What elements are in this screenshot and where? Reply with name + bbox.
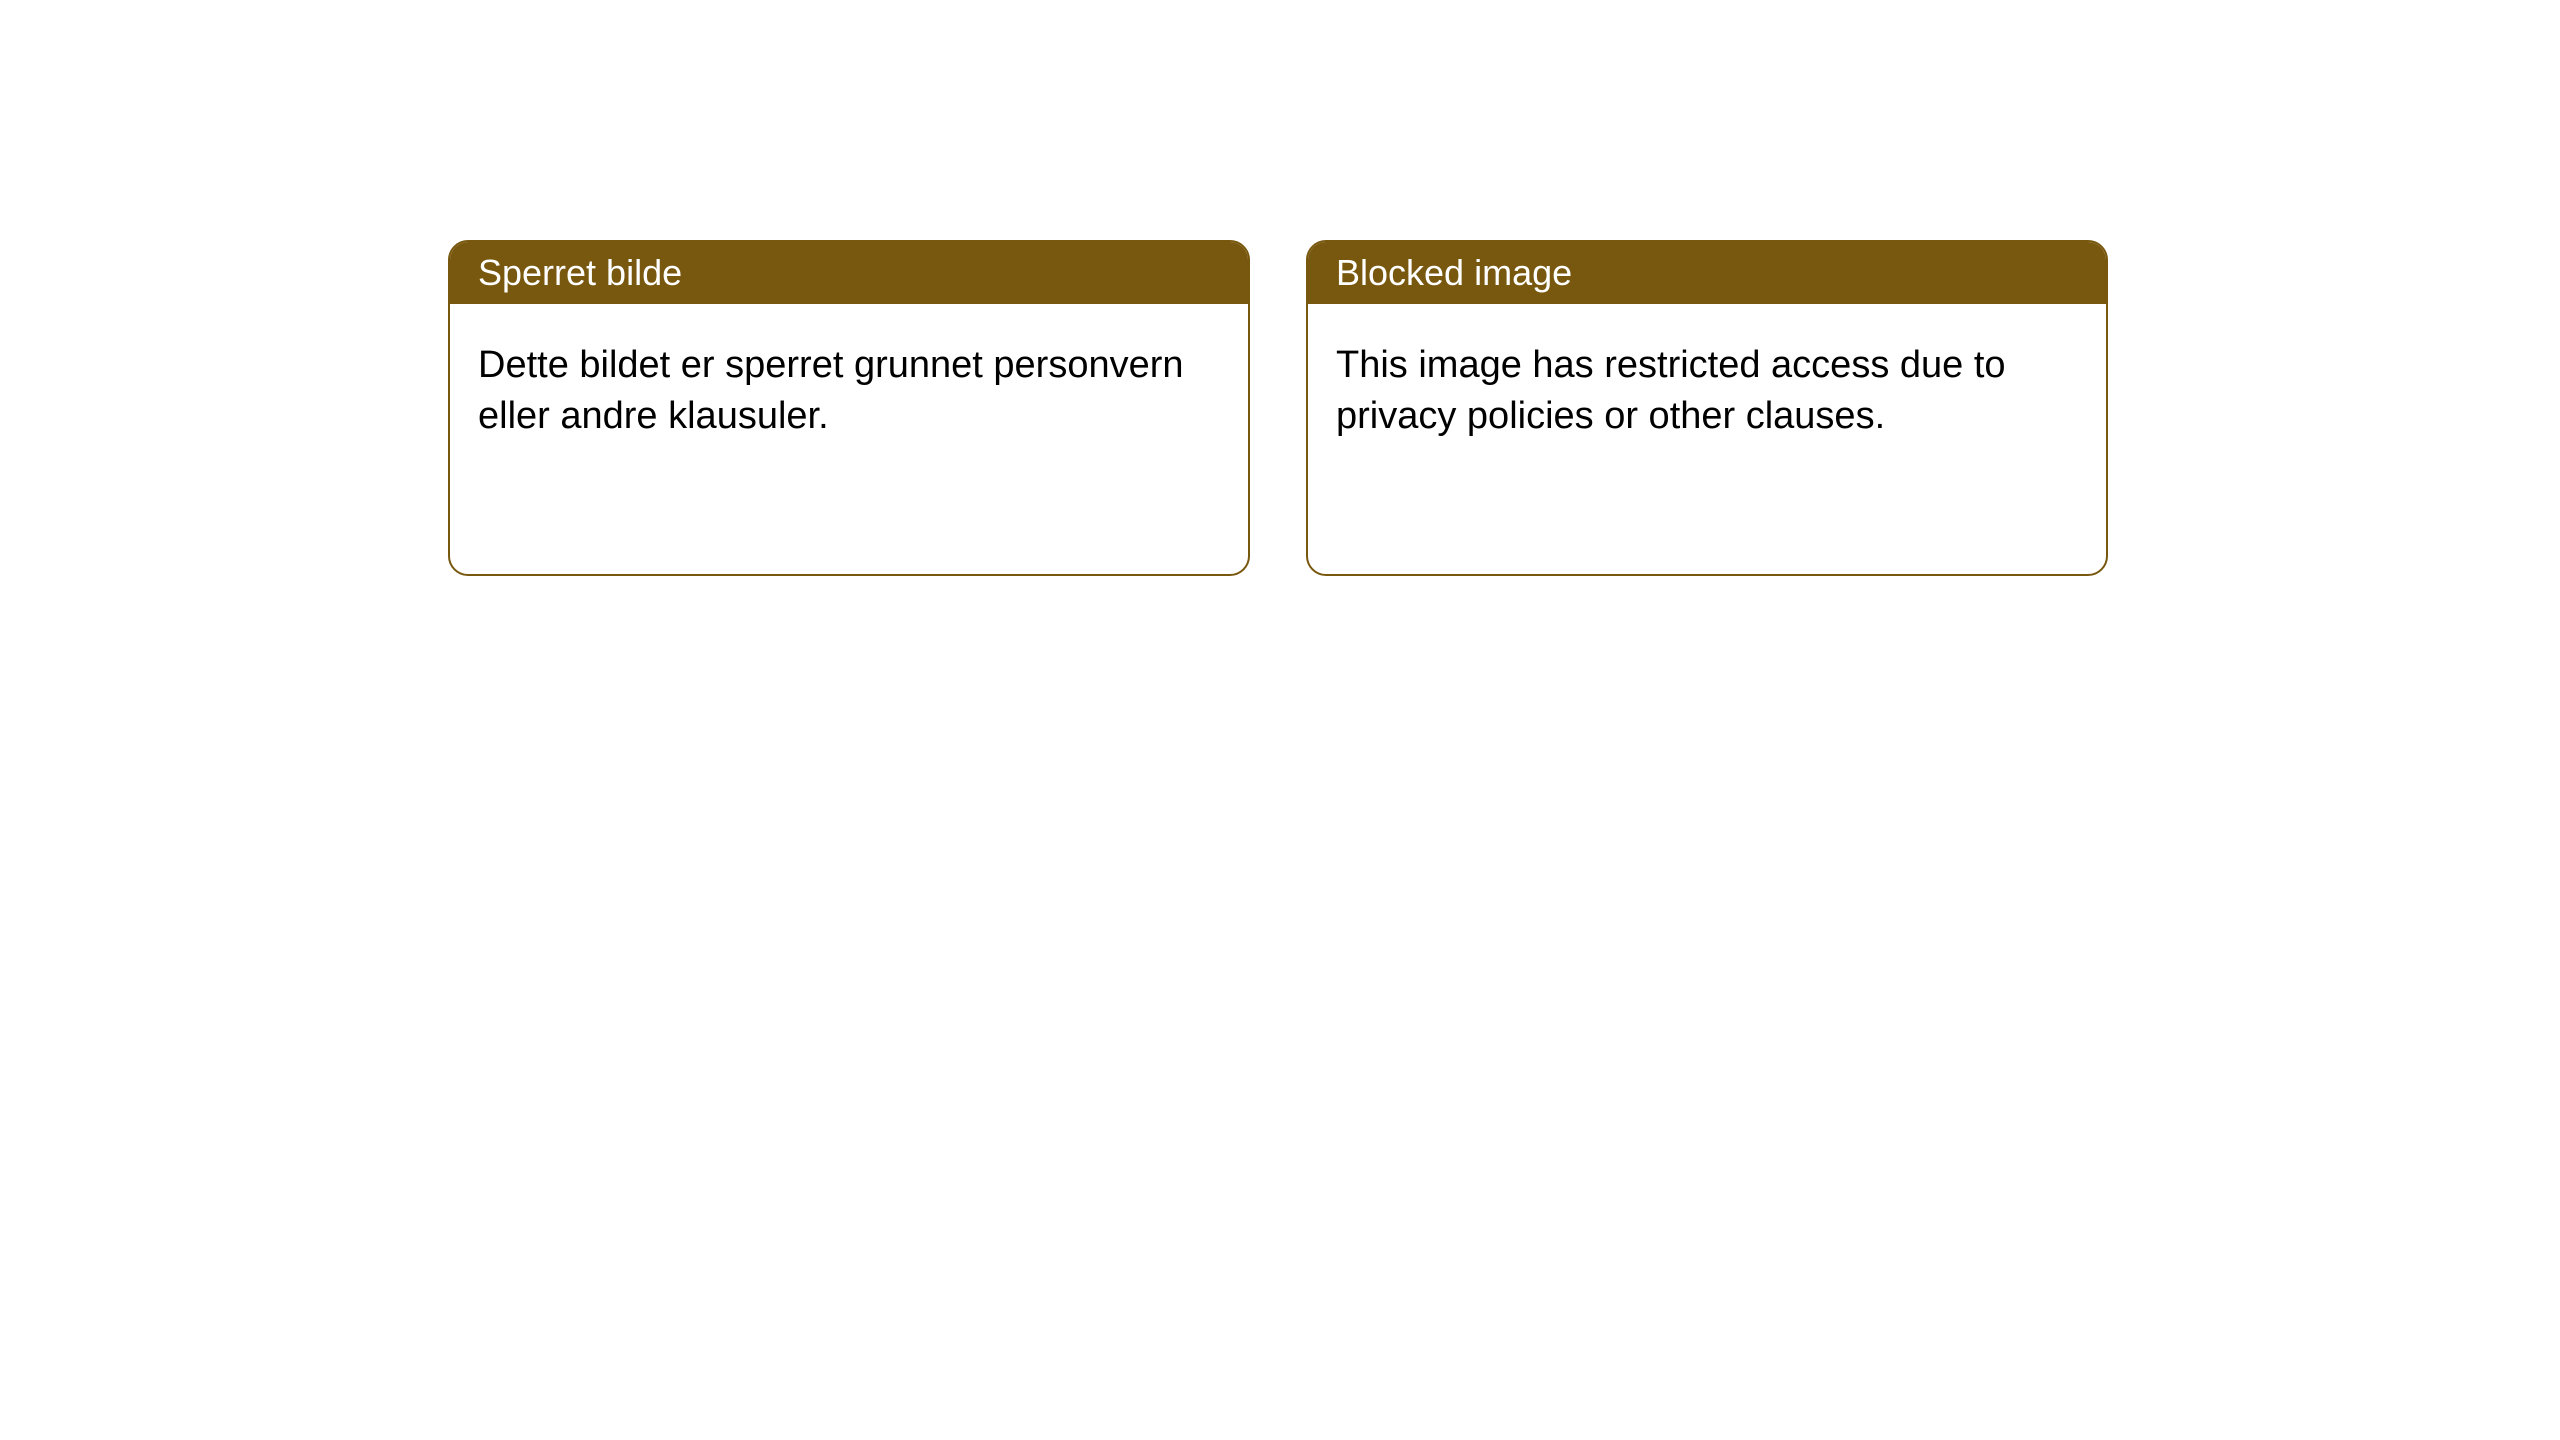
card-body-en: This image has restricted access due to … [1308, 304, 2106, 574]
blocked-image-card-en: Blocked image This image has restricted … [1306, 240, 2108, 576]
card-header-en: Blocked image [1308, 242, 2106, 304]
card-body-no: Dette bildet er sperret grunnet personve… [450, 304, 1248, 574]
blocked-image-card-no: Sperret bilde Dette bildet er sperret gr… [448, 240, 1250, 576]
notice-container: Sperret bilde Dette bildet er sperret gr… [0, 0, 2560, 576]
card-header-no: Sperret bilde [450, 242, 1248, 304]
